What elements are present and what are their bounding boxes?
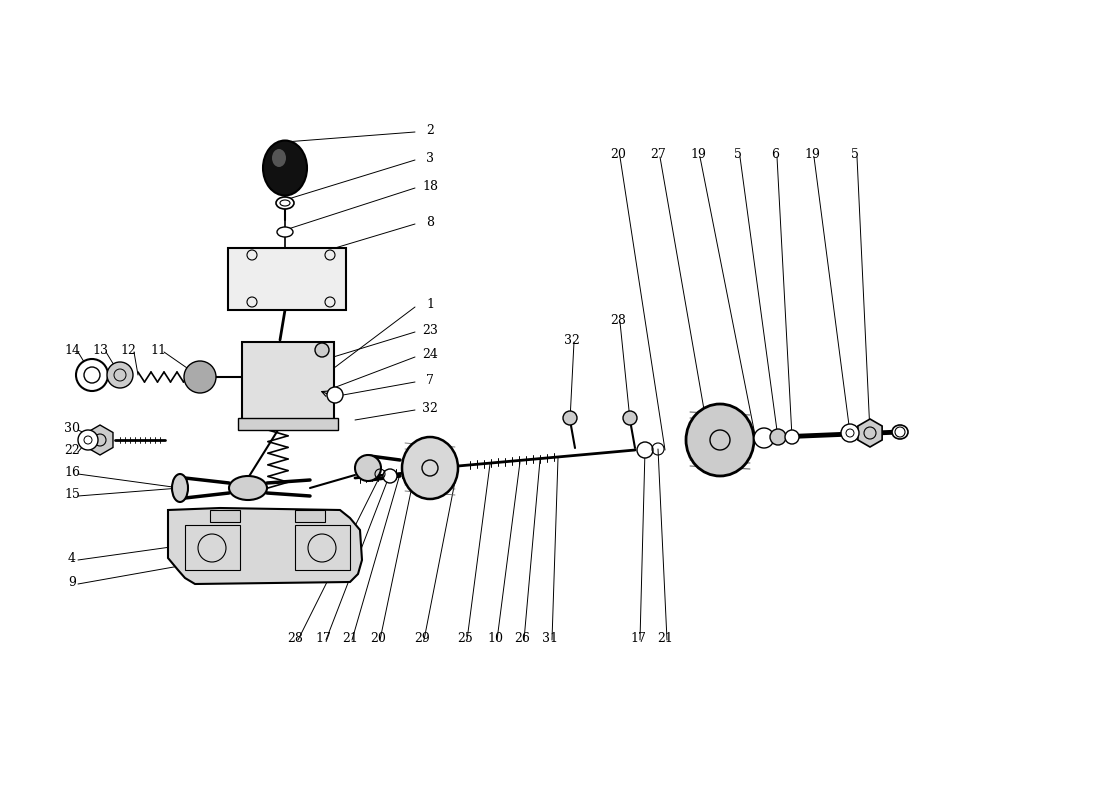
Text: 20: 20 [610, 149, 626, 162]
Text: 7: 7 [426, 374, 433, 386]
Text: 5: 5 [851, 149, 859, 162]
Polygon shape [87, 425, 113, 455]
Text: 30: 30 [64, 422, 80, 434]
Text: 6: 6 [771, 149, 779, 162]
Text: 21: 21 [657, 631, 673, 645]
Text: 9: 9 [68, 575, 76, 589]
Ellipse shape [272, 149, 286, 167]
Text: 3: 3 [426, 151, 434, 165]
Polygon shape [858, 419, 882, 447]
Text: 28: 28 [610, 314, 626, 326]
Circle shape [355, 455, 381, 481]
Text: 10: 10 [487, 631, 503, 645]
Text: 11: 11 [150, 343, 166, 357]
Text: 32: 32 [564, 334, 580, 346]
Text: 17: 17 [630, 631, 646, 645]
Ellipse shape [402, 437, 458, 499]
Polygon shape [168, 508, 362, 584]
Text: 26: 26 [514, 631, 530, 645]
Circle shape [842, 424, 859, 442]
Ellipse shape [172, 474, 188, 502]
Text: 2: 2 [426, 123, 433, 137]
Text: 27: 27 [650, 149, 666, 162]
Bar [210, 510, 240, 522]
Ellipse shape [276, 197, 294, 209]
Text: 32: 32 [422, 402, 438, 414]
Text: 19: 19 [804, 149, 820, 162]
Text: 25: 25 [458, 631, 473, 645]
Circle shape [107, 362, 133, 388]
Text: 21: 21 [342, 631, 358, 645]
Circle shape [327, 387, 343, 403]
Text: 23: 23 [422, 323, 438, 337]
Ellipse shape [686, 404, 754, 476]
Circle shape [754, 428, 774, 448]
Circle shape [623, 411, 637, 425]
Text: 17: 17 [315, 631, 331, 645]
Ellipse shape [263, 141, 307, 195]
Text: 24: 24 [422, 349, 438, 362]
Circle shape [315, 343, 329, 357]
Text: 18: 18 [422, 179, 438, 193]
Ellipse shape [277, 227, 293, 237]
Text: 12: 12 [120, 343, 136, 357]
Text: 13: 13 [92, 343, 108, 357]
Circle shape [78, 430, 98, 450]
Bar [295, 510, 324, 522]
Bar [242, 342, 334, 424]
Text: 29: 29 [414, 631, 430, 645]
Text: 20: 20 [370, 631, 386, 645]
Circle shape [76, 359, 108, 391]
Circle shape [785, 430, 799, 444]
Text: 5: 5 [734, 149, 741, 162]
Bar [295, 525, 350, 570]
Circle shape [563, 411, 578, 425]
Text: 4: 4 [68, 551, 76, 565]
Ellipse shape [229, 476, 267, 500]
Text: 8: 8 [426, 215, 434, 229]
Text: 19: 19 [690, 149, 706, 162]
Text: 16: 16 [64, 466, 80, 478]
Text: 28: 28 [287, 631, 303, 645]
Circle shape [184, 361, 216, 393]
Circle shape [770, 429, 786, 445]
Text: 22: 22 [64, 443, 80, 457]
Circle shape [383, 469, 397, 483]
Bar [238, 418, 338, 430]
Text: 1: 1 [426, 298, 434, 311]
Text: 15: 15 [64, 487, 80, 501]
Text: 31: 31 [542, 631, 558, 645]
Circle shape [84, 367, 100, 383]
Bar [228, 248, 346, 310]
Ellipse shape [280, 200, 290, 206]
Bar [185, 525, 240, 570]
Circle shape [637, 442, 653, 458]
Text: 14: 14 [64, 343, 80, 357]
Ellipse shape [892, 425, 907, 439]
